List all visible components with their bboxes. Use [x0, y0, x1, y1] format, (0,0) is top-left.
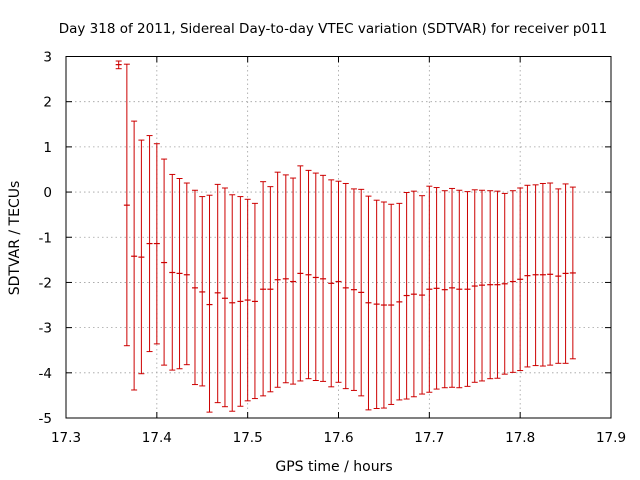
- errorbar: [320, 174, 327, 382]
- y-axis: -5 -4 -3 -2 -1 0 1 2 3: [39, 50, 611, 427]
- y-axis-label: SDTVAR / TECUs: [7, 181, 23, 296]
- errorbar: [214, 183, 221, 404]
- errorbar: [419, 195, 426, 395]
- errorbar: [539, 182, 546, 367]
- errorbar: [221, 187, 228, 408]
- errorbar: [373, 199, 380, 410]
- errorbar: [517, 187, 524, 372]
- errorbar: [388, 203, 395, 405]
- y-tick-label: 1: [43, 140, 52, 156]
- errorbar: [199, 196, 206, 387]
- errorbar: [380, 201, 387, 409]
- errorbar: [131, 120, 138, 391]
- errorbar: [290, 177, 297, 385]
- errorbar: [328, 179, 335, 388]
- errorbar: [471, 189, 478, 383]
- errorbar: [403, 192, 410, 400]
- errorbar: [191, 189, 198, 386]
- errorbar: [433, 187, 440, 390]
- errorbar: [410, 190, 417, 398]
- errorbar: [494, 190, 501, 379]
- x-tick-label: 17.9: [596, 430, 626, 446]
- errorbar: [426, 185, 433, 393]
- y-tick-label: 2: [43, 95, 52, 111]
- errorbar: [456, 189, 463, 389]
- errorbar: [479, 189, 486, 382]
- errorbar: [115, 60, 122, 70]
- errorbar: [342, 182, 349, 390]
- errorbar: [562, 183, 569, 364]
- y-tick-label: -5: [39, 411, 52, 427]
- y-tick-label: -4: [39, 366, 52, 382]
- errorbar: [267, 186, 274, 393]
- x-tick-label: 17.3: [51, 430, 81, 446]
- errorbar: [169, 173, 176, 371]
- errorbar: [206, 194, 213, 413]
- x-tick-label: 17.4: [142, 430, 172, 446]
- errorbar: [260, 181, 267, 397]
- errorbar: [312, 172, 319, 381]
- errorbar: [274, 171, 281, 388]
- errorbar: [229, 194, 236, 412]
- y-tick-label: -2: [39, 275, 52, 291]
- errorbar: [555, 188, 562, 364]
- errorbar: [237, 196, 244, 407]
- errorbar: [176, 178, 183, 370]
- x-tick-label: 17.7: [414, 430, 444, 446]
- errorbar: [547, 182, 554, 366]
- chart-title: Day 318 of 2011, Sidereal Day-to-day VTE…: [59, 21, 608, 37]
- errorbar: [509, 190, 516, 373]
- x-axis: 17.3 17.4 17.5 17.6 17.7 17.8 17.9: [51, 56, 626, 446]
- y-tick-label: 0: [43, 185, 52, 201]
- errorbar: [244, 198, 251, 402]
- errorbar: [396, 202, 403, 401]
- errorbar: [297, 165, 304, 382]
- errorbar: [569, 186, 576, 360]
- x-axis-label: GPS time / hours: [275, 459, 392, 475]
- errorbar: [350, 188, 357, 391]
- x-tick-label: 17.8: [505, 430, 535, 446]
- errorbar: [123, 63, 130, 347]
- errorbar: [441, 190, 448, 389]
- errorbar: [358, 188, 365, 397]
- errorbar: [464, 191, 471, 387]
- errorbar: [305, 169, 312, 380]
- errorbar: [153, 143, 160, 345]
- x-tick-label: 17.5: [233, 430, 263, 446]
- errorbar: [183, 182, 190, 366]
- errorbar: [532, 184, 539, 367]
- errorbar: [487, 190, 494, 380]
- errorbar: [161, 158, 168, 366]
- errorbar: [282, 174, 289, 384]
- errorbar: [449, 187, 456, 388]
- errorbar: [138, 139, 145, 375]
- y-tick-label: 3: [43, 50, 52, 66]
- errorbar-series: [115, 60, 576, 413]
- y-tick-label: -1: [39, 230, 52, 246]
- x-tick-label: 17.6: [323, 430, 353, 446]
- errorbar: [524, 184, 531, 368]
- errorbar: [146, 135, 153, 353]
- y-tick-label: -3: [39, 321, 52, 337]
- errorbar: [501, 192, 508, 375]
- errorbar: [251, 202, 258, 400]
- errorbar: [335, 180, 342, 383]
- errorbar: [365, 195, 372, 411]
